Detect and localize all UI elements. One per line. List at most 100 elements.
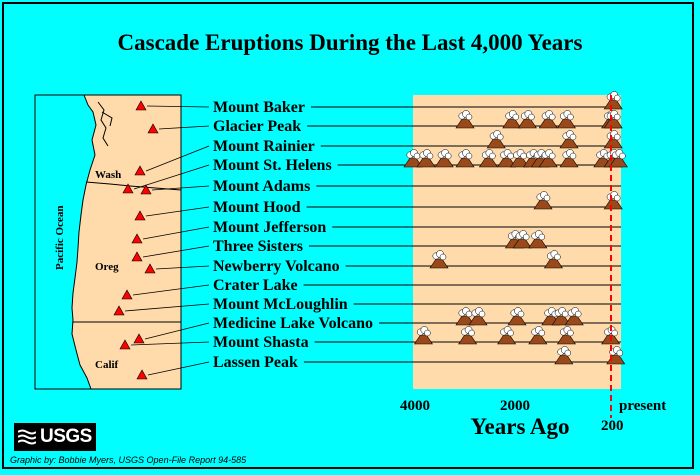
volcano-label-mount-adams: Mount Adams bbox=[213, 178, 310, 195]
volcano-marker-mount-shasta bbox=[119, 339, 131, 350]
volcano-marker-glacier-peak bbox=[147, 123, 159, 134]
volcano-label-mount-mcloughlin: Mount McLoughlin bbox=[213, 296, 348, 313]
leader-line-crater-lake bbox=[132, 284, 210, 296]
x-axis-title: Years Ago bbox=[470, 414, 570, 439]
figure-frame bbox=[2, 2, 694, 469]
eruption-marker bbox=[556, 110, 576, 129]
leader-line-mount-st-helens bbox=[133, 164, 210, 190]
volcano-marker-crater-lake bbox=[121, 289, 133, 300]
volcano-marker-medicine-lake-volcano bbox=[133, 333, 145, 344]
leader-line-mount-baker bbox=[146, 105, 210, 108]
timeline-panel bbox=[303, 91, 628, 418]
eruption-marker bbox=[603, 130, 623, 149]
leader-line-mount-hood bbox=[145, 206, 210, 217]
leader-line-mount-mcloughlin bbox=[124, 303, 210, 312]
x-tick-4000: 4000 bbox=[400, 398, 430, 414]
volcano-marker-mount-baker bbox=[135, 100, 147, 111]
puget-sound-inlet bbox=[101, 111, 113, 127]
eruption-marker bbox=[429, 250, 449, 269]
volcano-label-mount-baker: Mount Baker bbox=[213, 99, 305, 116]
eruption-marker bbox=[455, 307, 475, 326]
volcano-label-lassen-peak: Lassen Peak bbox=[213, 354, 298, 371]
eruption-marker bbox=[543, 250, 563, 269]
eruption-marker bbox=[486, 130, 506, 149]
figure-title: Cascade Eruptions During the Last 4,000 … bbox=[117, 30, 583, 55]
eruption-marker bbox=[458, 326, 478, 345]
eruption-marker bbox=[455, 149, 475, 168]
leader-line-mount-adams bbox=[151, 185, 210, 191]
x-tick-present: present bbox=[619, 398, 666, 414]
eruption-marker bbox=[556, 326, 576, 345]
eruption-marker bbox=[559, 130, 579, 149]
eruption-marker bbox=[455, 110, 475, 129]
volcano-marker-mount-hood bbox=[134, 210, 146, 221]
eruption-marker bbox=[497, 149, 517, 168]
volcano-label-mount-st-helens: Mount St. Helens bbox=[213, 157, 332, 174]
eruption-marker bbox=[533, 191, 553, 210]
leader-line-three-sisters bbox=[142, 245, 210, 258]
eruption-marker bbox=[517, 110, 537, 129]
eruption-marker bbox=[416, 149, 436, 168]
eruption-marker bbox=[551, 307, 571, 326]
eruption-marker bbox=[554, 346, 574, 365]
eruption-marker bbox=[478, 149, 498, 168]
credit-line: Graphic by: Bobbie Myers, USGS Open-File… bbox=[10, 455, 247, 465]
leader-line-glacier-peak bbox=[158, 125, 210, 130]
volcano-label-mount-hood: Mount Hood bbox=[213, 199, 301, 216]
eruption-marker bbox=[468, 307, 488, 326]
volcano-marker-mount-rainier bbox=[134, 165, 146, 176]
volcano-label-mount-rainier: Mount Rainier bbox=[213, 138, 315, 155]
eruption-marker bbox=[512, 230, 532, 249]
volcano-marker-mount-jefferson bbox=[131, 233, 143, 244]
volcano-marker-mount-adams bbox=[140, 184, 152, 195]
reference-line-label: 200 bbox=[601, 418, 624, 434]
leader-lines bbox=[124, 105, 210, 376]
volcano-label-mount-shasta: Mount Shasta bbox=[213, 334, 309, 351]
puget-sound-shore bbox=[97, 101, 109, 147]
eruption-marker bbox=[603, 191, 623, 210]
wa-or-border bbox=[85, 181, 182, 191]
leader-line-medicine-lake-volcano bbox=[144, 322, 210, 340]
map-panel: Pacific Ocean Wash Oreg Calif bbox=[34, 94, 210, 390]
eruption-marker bbox=[538, 110, 558, 129]
volcano-marker-mount-st-helens bbox=[122, 183, 134, 194]
volcano-label-medicine-lake-volcano: Medicine Lake Volcano bbox=[213, 315, 373, 332]
eruption-markers bbox=[403, 91, 628, 365]
usgs-wave-icon bbox=[18, 429, 36, 445]
volcano-marker-lassen-peak bbox=[136, 369, 148, 380]
eruption-marker bbox=[434, 149, 454, 168]
state-label-oreg: Oreg bbox=[95, 261, 119, 273]
eruption-marker bbox=[413, 326, 433, 345]
eruption-marker bbox=[510, 149, 530, 168]
usgs-logo-text: USGS bbox=[40, 426, 92, 447]
leader-line-lassen-peak bbox=[147, 361, 210, 376]
eruption-marker bbox=[502, 110, 522, 129]
volcano-labels: Mount Baker Glacier Peak Mount Rainier Moun… bbox=[213, 99, 373, 371]
state-label-calif: Calif bbox=[95, 359, 119, 371]
eruption-marker bbox=[608, 149, 628, 168]
volcano-marker-mount-mcloughlin bbox=[113, 305, 125, 316]
volcano-marker-newberry-volcano bbox=[144, 263, 156, 274]
volcano-label-crater-lake: Crater Lake bbox=[213, 277, 298, 294]
x-tick-2000: 2000 bbox=[500, 398, 530, 414]
volcano-label-three-sisters: Three Sisters bbox=[213, 238, 303, 255]
leader-line-mount-shasta bbox=[130, 341, 210, 346]
eruption-marker bbox=[528, 326, 548, 345]
eruption-marker bbox=[528, 230, 548, 249]
eruption-marker bbox=[497, 326, 517, 345]
eruption-marker bbox=[559, 149, 579, 168]
leader-line-mount-rainier bbox=[145, 145, 210, 172]
leader-line-mount-jefferson bbox=[142, 226, 210, 240]
state-label-wash: Wash bbox=[95, 169, 121, 181]
eruption-marker bbox=[507, 307, 527, 326]
pacific-ocean bbox=[34, 94, 97, 390]
volcano-label-glacier-peak: Glacier Peak bbox=[213, 118, 301, 135]
volcano-label-newberry-volcano: Newberry Volcano bbox=[213, 258, 340, 275]
volcano-markers bbox=[113, 100, 159, 380]
volcano-marker-three-sisters bbox=[131, 251, 143, 262]
leader-line-newberry-volcano bbox=[155, 265, 210, 270]
eruption-marker bbox=[538, 149, 558, 168]
ocean-label: Pacific Ocean bbox=[54, 206, 66, 270]
eruption-marker bbox=[564, 307, 584, 326]
